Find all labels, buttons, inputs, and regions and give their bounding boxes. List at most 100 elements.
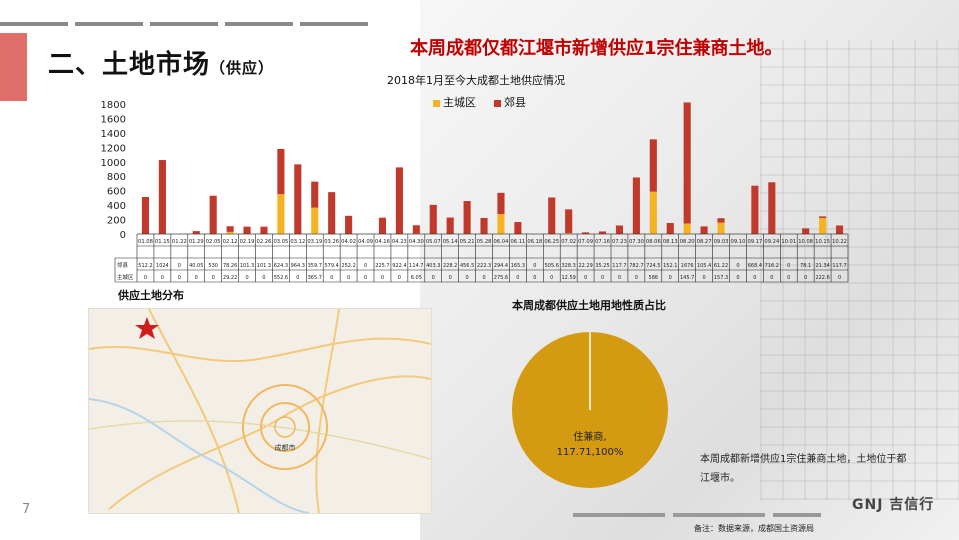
- table-cell-main: 145.7: [680, 275, 694, 281]
- top-decor-bar: [0, 22, 68, 26]
- table-cell-suburb: 0: [178, 263, 181, 269]
- x-tick-label: 05.14: [443, 239, 459, 245]
- page-title-suffix: （供应）: [210, 59, 275, 77]
- x-tick-label: 02.19: [240, 239, 255, 245]
- bar-suburb: [395, 167, 403, 234]
- table-cell-suburb: 222.3: [477, 263, 491, 269]
- x-tick-label: 06.04: [494, 239, 510, 245]
- table-cell-suburb: 165.3: [511, 263, 525, 269]
- bar-suburb: [446, 217, 454, 234]
- table-cell-main: 0: [533, 275, 536, 281]
- bar-main-district: [565, 233, 573, 234]
- map-road: [315, 309, 340, 513]
- x-tick-label: 02.05: [206, 239, 221, 245]
- y-tick-label: 1400: [101, 129, 126, 140]
- table-cell-main: 0: [364, 275, 367, 281]
- bar-suburb: [666, 223, 674, 234]
- table-cell-main: 0: [466, 275, 469, 281]
- bar-suburb: [345, 215, 353, 234]
- bar-suburb: [768, 182, 776, 234]
- legend-swatch-main: [433, 99, 440, 107]
- legend-label-suburb: 郊县: [504, 96, 526, 109]
- bottom-decor-bar: [673, 513, 765, 517]
- x-tick-label: 06.11: [510, 239, 525, 245]
- table-cell-main: 0: [161, 275, 164, 281]
- page-title-main: 二、土地市场: [48, 50, 211, 80]
- x-tick-label: 03.05: [273, 239, 288, 245]
- footer-note: 备注：数据来源，成都国土资源局: [694, 524, 814, 533]
- table-cell-main: 12.59: [562, 275, 576, 281]
- table-cell-main: 0: [703, 275, 706, 281]
- map-river: [89, 398, 310, 513]
- supply-map: 成都市: [88, 308, 432, 514]
- table-cell-suburb: 0: [787, 263, 790, 269]
- x-tick-label: 07.02: [561, 239, 576, 245]
- bar-suburb: [632, 177, 640, 234]
- top-decor-bar: [150, 22, 218, 26]
- table-cell-suburb: 228.2: [443, 263, 457, 269]
- table-cell-suburb: 78.26: [223, 263, 237, 269]
- table-cell-suburb: 225.7: [375, 263, 389, 269]
- bar-main-district: [226, 231, 234, 234]
- x-tick-label: 05.07: [426, 239, 441, 245]
- x-tick-label: 06.18: [527, 239, 542, 245]
- bar-suburb: [311, 181, 319, 208]
- bar-suburb: [277, 149, 285, 195]
- table-cell-main: 0: [245, 275, 248, 281]
- x-tick-label: 04.16: [375, 239, 390, 245]
- table-cell-main: 0: [635, 275, 638, 281]
- table-cell-main: 0: [144, 275, 147, 281]
- bar-suburb: [226, 226, 234, 232]
- table-cell-suburb: 40.05: [189, 263, 203, 269]
- map-road: [89, 420, 431, 460]
- table-row-label: 主城区: [117, 273, 134, 281]
- legend-swatch-suburb: [494, 99, 501, 107]
- bar-suburb: [243, 226, 251, 234]
- bar-suburb: [260, 226, 268, 234]
- bar-suburb: [802, 228, 810, 234]
- headline: 本周成都仅都江堰市新增供应1宗住兼商土地。: [410, 38, 783, 59]
- x-tick-label: 08.20: [680, 239, 695, 245]
- table-cell-suburb: 101.3: [240, 263, 254, 269]
- table-cell-suburb: 105.4: [697, 263, 711, 269]
- table-cell-main: 0: [178, 275, 181, 281]
- x-tick-label: 10.15: [815, 239, 830, 245]
- legend-item-suburb: 郊县: [494, 94, 526, 110]
- land-supply-bar-chart: 020040060080010001200140016001800郊县主城区01…: [101, 100, 849, 283]
- table-cell-suburb: 964.3: [291, 263, 305, 269]
- table-cell-main: 0: [618, 275, 621, 281]
- table-cell-main: 0: [516, 275, 519, 281]
- x-tick-label: 08.13: [663, 239, 678, 245]
- table-cell-suburb: 1676: [681, 263, 694, 269]
- table-cell-main: 0: [787, 275, 790, 281]
- table-cell-main: 29.22: [223, 275, 237, 281]
- table-cell-suburb: 78.1: [800, 263, 811, 269]
- x-tick-label: 05.28: [477, 239, 492, 245]
- bar-suburb: [548, 197, 556, 234]
- x-tick-label: 08.27: [697, 239, 712, 245]
- y-tick-label: 600: [107, 187, 126, 198]
- x-tick-label: 06.25: [544, 239, 559, 245]
- bar-suburb: [294, 164, 302, 234]
- y-tick-label: 1000: [101, 158, 126, 169]
- table-cell-main: 365.7: [308, 275, 322, 281]
- bar-suburb: [649, 139, 657, 192]
- bar-suburb: [565, 209, 573, 234]
- table-cell-main: 0: [449, 275, 452, 281]
- bar-suburb: [598, 231, 607, 234]
- table-cell-suburb: 21.34: [815, 263, 829, 269]
- table-cell-main: 275.6: [494, 275, 508, 281]
- bar-main-district: [819, 217, 827, 234]
- table-cell-suburb: 456.5: [460, 263, 474, 269]
- bar-suburb: [835, 225, 844, 234]
- table-cell-suburb: 22.29: [578, 263, 592, 269]
- star-marker-icon: [135, 317, 159, 339]
- map-city-label: 成都市: [275, 443, 296, 452]
- x-tick-label: 02.26: [257, 239, 272, 245]
- top-decor-bar: [300, 22, 368, 26]
- table-cell-main: 0: [262, 275, 265, 281]
- table-cell-main: 0: [753, 275, 756, 281]
- map-ring-road: [242, 384, 328, 470]
- table-cell-main: 552.6: [274, 275, 288, 281]
- bar-suburb: [717, 218, 725, 223]
